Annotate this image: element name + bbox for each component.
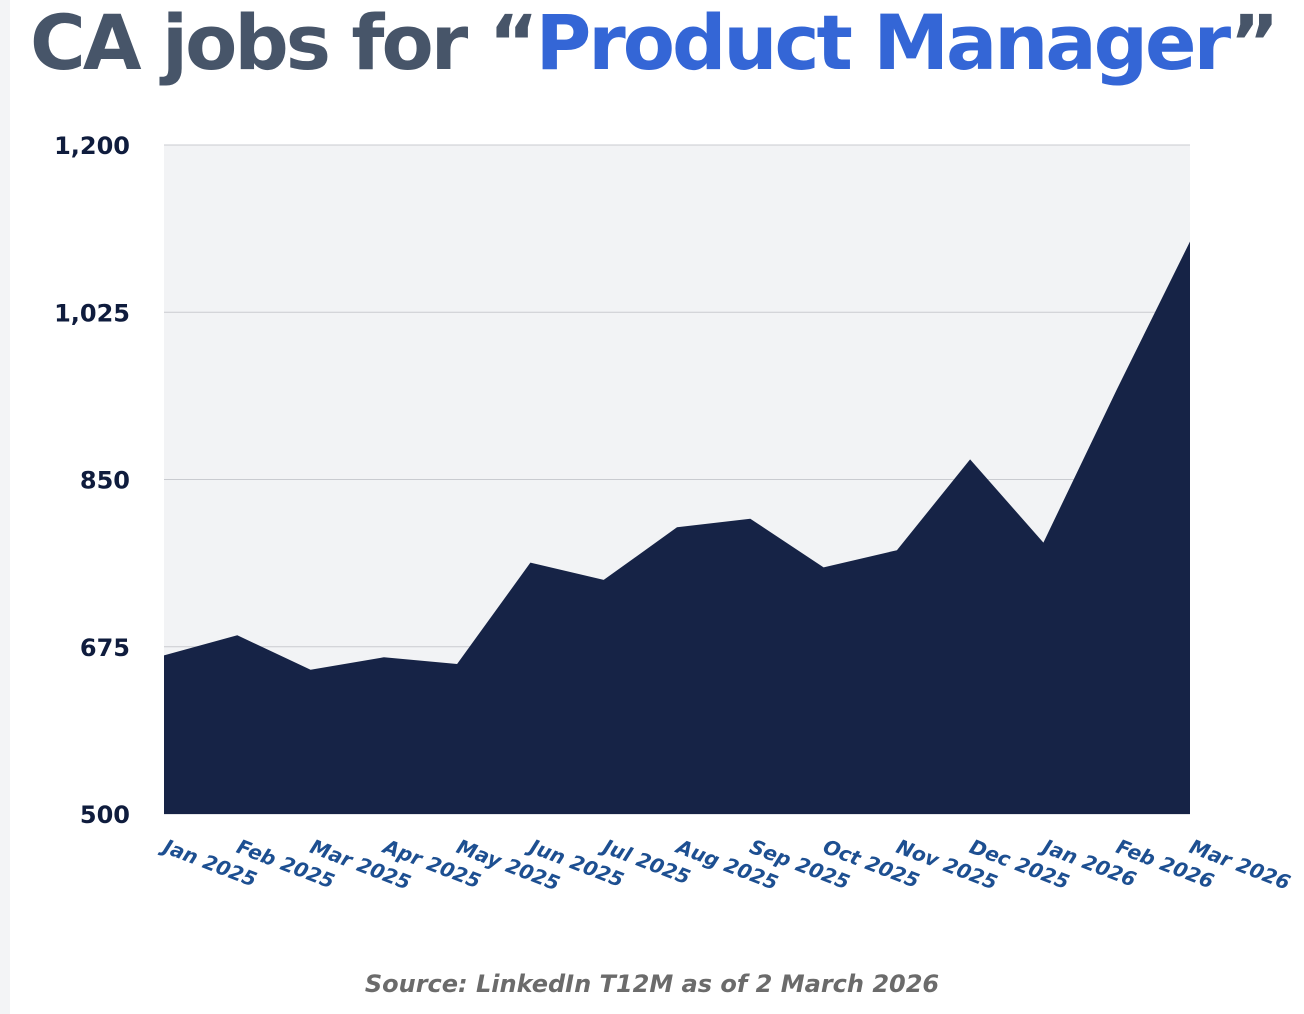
y-axis-tick-labels: 500 675 850 1,025 1,200 <box>54 132 130 829</box>
title-prefix: CA jobs for <box>30 0 489 87</box>
source-note: Source: LinkedIn T12M as of 2 March 2026 <box>364 970 940 998</box>
left-edge-strip <box>0 0 10 1014</box>
y-tick-label: 850 <box>80 467 130 495</box>
title-open-quote: “ <box>488 0 539 87</box>
y-tick-label: 1,200 <box>54 132 130 160</box>
title-close-quote: ” <box>1229 0 1279 87</box>
series-area <box>164 241 1190 814</box>
title-highlight: Product Manager <box>535 0 1233 87</box>
chart-title: CA jobs for “Product Manager” <box>30 0 1300 86</box>
y-tick-label: 500 <box>80 801 130 829</box>
y-tick-label: 1,025 <box>54 299 130 327</box>
y-tick-label: 675 <box>80 634 130 662</box>
